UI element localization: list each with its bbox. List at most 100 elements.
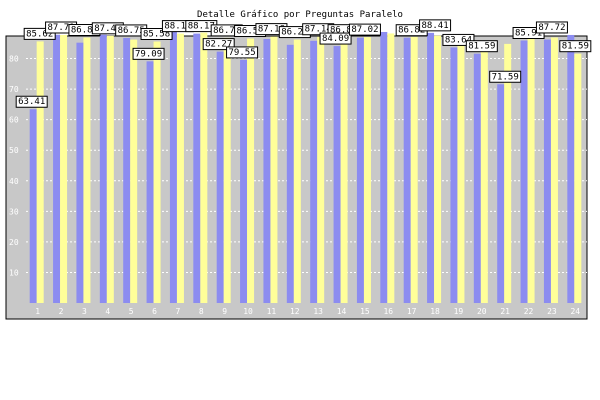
x-tick-label: 2 [59, 307, 64, 316]
bar [403, 37, 411, 303]
x-tick-label: 6 [152, 307, 157, 316]
x-tick-label: 13 [313, 307, 323, 316]
bar [146, 61, 154, 303]
data-label: 87.02 [348, 23, 381, 36]
data-label-text: 86.21 [281, 28, 308, 38]
data-label-box [535, 21, 568, 34]
data-label: 85.58 [140, 28, 173, 41]
x-tick-label: 11 [267, 307, 277, 316]
bar [76, 42, 84, 304]
data-label: 79.55 [226, 46, 259, 59]
data-label-box [15, 95, 48, 108]
bar [520, 40, 528, 303]
bar [286, 44, 294, 304]
data-label-text: 86.75 [118, 26, 145, 36]
x-tick-label: 3 [82, 307, 87, 316]
x-tick-label: 17 [407, 307, 417, 316]
data-label: 87.72 [535, 21, 568, 34]
data-label: 82.27 [202, 38, 235, 51]
bar [247, 38, 255, 304]
x-tick-label: 22 [524, 307, 534, 316]
x-tick-label: 7 [176, 307, 181, 316]
x-tick-label: 4 [105, 307, 110, 316]
bar [106, 35, 114, 303]
data-label-text: 88.17 [188, 22, 215, 32]
data-label-box [226, 46, 259, 59]
bar [263, 39, 271, 303]
x-tick-label: 19 [454, 307, 464, 316]
data-label-box [489, 70, 522, 83]
bar [317, 36, 325, 303]
x-tick-label: 21 [500, 307, 510, 316]
data-label-text: 81.59 [468, 42, 495, 52]
data-label-box [348, 23, 381, 36]
data-label: 83.64 [442, 33, 475, 46]
data-label: 85.62 [23, 27, 56, 40]
x-tick-label: 24 [570, 307, 580, 316]
bar [60, 34, 68, 303]
bar [176, 33, 184, 303]
y-tick-label: 50 [9, 146, 19, 155]
bar [550, 37, 558, 303]
bar [574, 53, 582, 304]
bar [504, 43, 512, 304]
data-label-box [442, 33, 475, 46]
bar [567, 34, 575, 303]
data-label-box [132, 47, 165, 60]
data-label: 84.09 [319, 32, 352, 45]
data-label-text: 87.71 [48, 23, 75, 33]
data-label-text: 87.44 [94, 24, 121, 34]
data-label: 88.41 [419, 19, 452, 32]
x-tick-label: 15 [360, 307, 370, 316]
bar [527, 38, 535, 303]
bar [543, 39, 551, 304]
data-label-text: 85.62 [26, 29, 53, 39]
bar [427, 32, 435, 303]
bar [53, 34, 61, 303]
bar [99, 34, 107, 303]
x-tick-label: 5 [129, 307, 134, 316]
bar [380, 31, 388, 303]
data-label-box [140, 28, 173, 41]
bar [387, 33, 395, 303]
data-label-text: 81.59 [562, 42, 589, 52]
data-label-text: 85.58 [143, 30, 170, 40]
bar [200, 32, 208, 303]
chart-title: Detalle Gráfico por Preguntas Paralelo [197, 10, 403, 20]
data-label-box [559, 40, 592, 53]
x-tick-label: 1 [35, 307, 40, 316]
bar [497, 84, 505, 303]
y-tick-label: 10 [9, 268, 19, 277]
bar [480, 43, 488, 304]
data-label: 81.59 [559, 40, 592, 53]
data-label-text: 86.89 [71, 26, 98, 36]
x-tick-label: 14 [337, 307, 347, 316]
x-tick-label: 16 [383, 307, 393, 316]
data-label-text: 82.27 [205, 40, 232, 50]
bar [193, 33, 201, 303]
data-label-box [465, 40, 498, 53]
data-label-text: 87.72 [538, 23, 565, 33]
y-tick-label: 80 [9, 55, 19, 64]
bar [310, 40, 318, 303]
y-tick-label: 70 [9, 85, 19, 94]
bar [363, 37, 371, 303]
y-tick-label: 60 [9, 116, 19, 125]
data-label-text: 88.16 [164, 22, 191, 32]
data-label: 63.41 [15, 95, 48, 108]
bar [293, 39, 301, 303]
data-label-box [23, 27, 56, 40]
x-tick-label: 10 [243, 307, 253, 316]
data-label-text: 87.14 [305, 25, 332, 35]
bar [356, 37, 364, 304]
data-label-box [202, 38, 235, 51]
x-tick-label: 18 [430, 307, 440, 316]
y-tick-label: 30 [9, 207, 19, 216]
data-label-text: 87.02 [351, 25, 378, 35]
bar [153, 41, 161, 303]
bar [473, 53, 481, 304]
data-label-text: 71.59 [492, 72, 519, 82]
data-label-text: 79.09 [135, 49, 162, 59]
bar [36, 41, 44, 304]
